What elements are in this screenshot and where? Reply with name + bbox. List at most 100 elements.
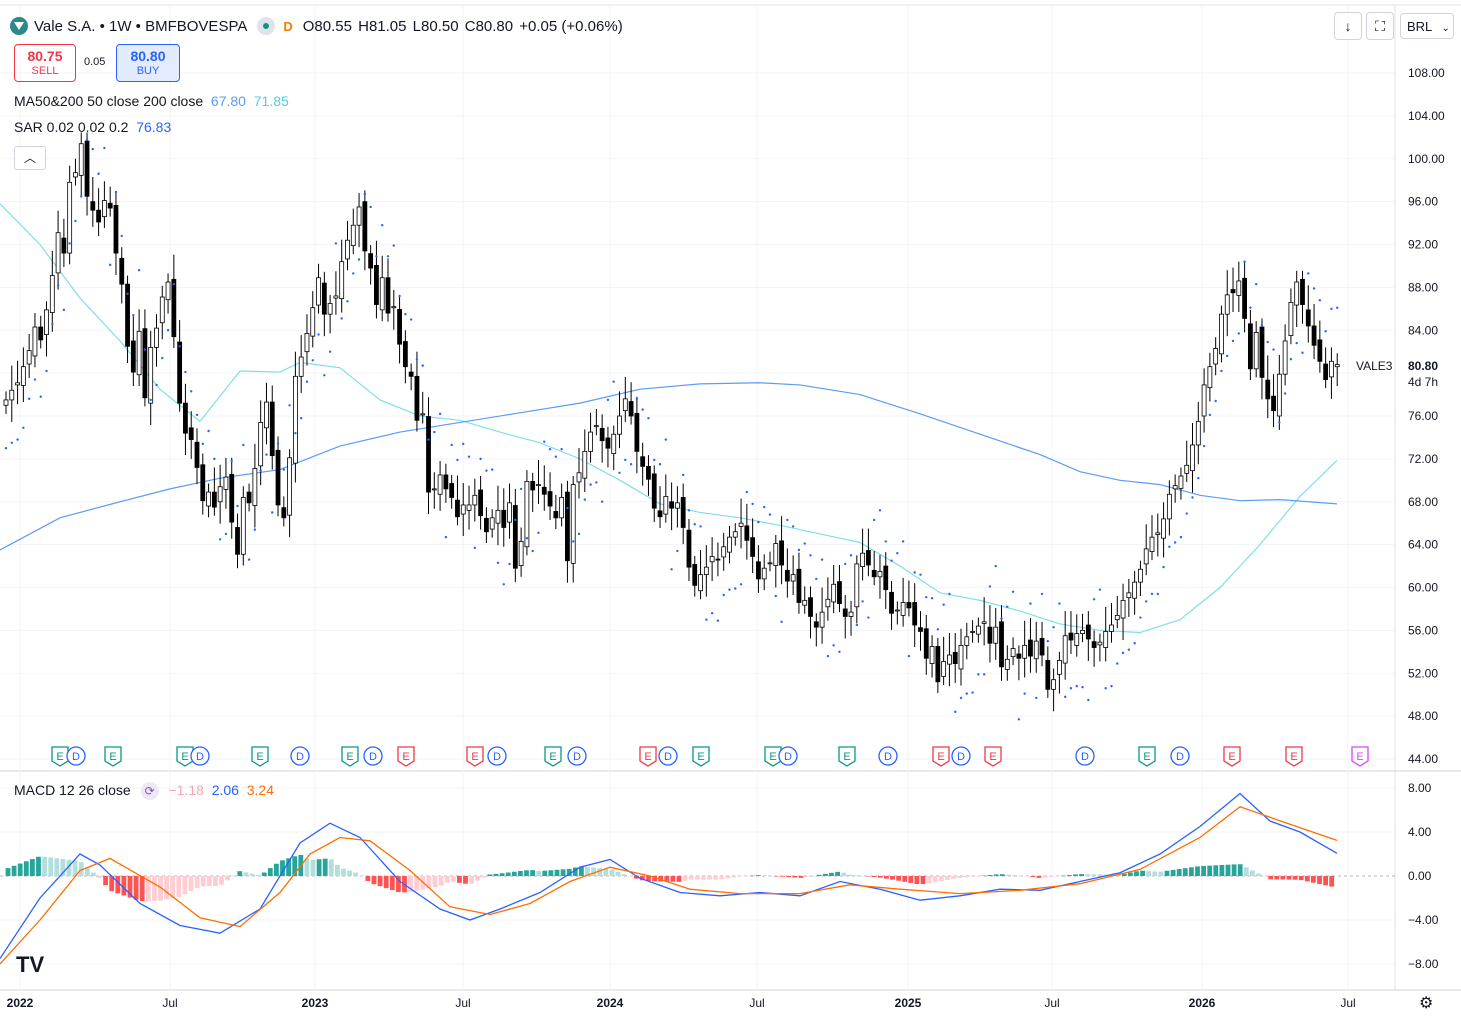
y-tick-label: 48.00 xyxy=(1408,709,1438,723)
earnings-marker xyxy=(397,746,415,767)
sar-dot xyxy=(1185,512,1188,515)
macd-histogram-bar xyxy=(774,876,779,877)
sar-dot xyxy=(1150,592,1154,596)
sar-dot xyxy=(247,558,251,561)
sar-dot xyxy=(369,205,372,209)
buy-button[interactable]: 80.80 BUY xyxy=(116,44,180,82)
candle xyxy=(350,224,356,246)
candle xyxy=(235,527,240,555)
candle xyxy=(316,277,321,306)
candle xyxy=(848,611,854,617)
macd-histogram-bar xyxy=(365,876,371,882)
earnings-marker xyxy=(984,746,1002,767)
sar-dot xyxy=(872,518,876,522)
earnings-marker xyxy=(838,746,856,767)
sar-dot xyxy=(635,397,639,401)
macd-histogram-bar xyxy=(377,876,383,887)
macd-histogram-bar xyxy=(725,876,731,879)
sar-dot xyxy=(936,628,940,631)
candle xyxy=(628,401,634,417)
candle xyxy=(617,415,622,435)
last-price-label: 80.80 xyxy=(1408,359,1439,373)
macd-histogram-bar xyxy=(505,872,511,876)
macd-histogram-bar xyxy=(847,874,853,876)
sar-dot xyxy=(1202,444,1206,448)
sar-legend[interactable]: SAR 0.02 0.02 0.2 76.83 xyxy=(14,119,171,135)
sar-dot xyxy=(190,390,193,393)
collapse-legend-button[interactable]: ︿ xyxy=(14,146,46,170)
settings-gear-icon[interactable]: ⚙ xyxy=(1419,995,1434,1012)
macd-histogram-bar xyxy=(267,868,273,876)
macd-histogram-bar xyxy=(1274,876,1280,880)
last-price-box xyxy=(1398,354,1458,389)
candle xyxy=(292,375,298,464)
macd-histogram-bar xyxy=(1121,873,1127,876)
macd-histogram-bar xyxy=(188,876,194,892)
sar-dot xyxy=(276,442,280,446)
macd-histogram-bar xyxy=(17,863,23,876)
candle xyxy=(796,568,802,603)
candle xyxy=(1329,360,1334,378)
macd-histogram-bar xyxy=(121,876,127,896)
event-marker-label: D xyxy=(1081,751,1089,763)
candle xyxy=(1190,444,1195,472)
sar-dot xyxy=(479,457,482,461)
download-button[interactable]: ↓ xyxy=(1334,12,1362,40)
sar-dot xyxy=(745,490,749,494)
candle xyxy=(15,382,20,386)
sar-dot xyxy=(166,329,170,332)
currency-select[interactable]: BRL ⌄ xyxy=(1400,13,1454,39)
candle xyxy=(570,484,576,564)
sar-dot xyxy=(664,438,668,441)
tradingview-logo[interactable]: TV xyxy=(16,952,45,977)
candle xyxy=(113,204,119,254)
sar-dot xyxy=(74,219,77,223)
earnings-marker xyxy=(251,746,269,767)
macd-histogram-bar xyxy=(1219,865,1225,876)
event-marker-label: E xyxy=(644,751,651,763)
macd-histogram-bar xyxy=(1207,865,1213,876)
sar-dot xyxy=(409,318,413,321)
macd-histogram-bar xyxy=(1311,876,1316,883)
sar-dot xyxy=(1266,340,1269,344)
sar-dot xyxy=(519,487,523,491)
candle xyxy=(588,431,593,452)
sar-dot xyxy=(1272,348,1275,351)
y-tick-label: 64.00 xyxy=(1408,538,1438,552)
macd-histogram-bar xyxy=(1243,867,1249,876)
candle xyxy=(478,489,484,517)
candle xyxy=(512,505,518,569)
sar-dot xyxy=(462,442,465,446)
macd-histogram-bar xyxy=(1067,875,1072,876)
sar-dot xyxy=(780,620,783,623)
macd-histogram-bar xyxy=(322,858,328,876)
x-tick-label: Jul xyxy=(749,996,764,1010)
macd-histogram-bar xyxy=(499,873,505,876)
candle xyxy=(784,569,790,582)
candle xyxy=(1230,289,1236,294)
sar-dot xyxy=(39,395,42,398)
sar-dot xyxy=(438,412,442,416)
sar-dot xyxy=(612,380,615,383)
sar-dot xyxy=(1260,323,1264,327)
sar-dot xyxy=(27,397,31,401)
candle xyxy=(78,143,84,176)
candle xyxy=(1213,348,1219,365)
symbol-title[interactable]: Vale S.A. • 1W • BMFBOVESPA xyxy=(34,17,248,35)
candle xyxy=(130,340,136,373)
sell-button[interactable]: 80.75 SELL xyxy=(14,44,76,82)
ma-legend[interactable]: MA50&200 50 close 200 close 67.80 71.85 xyxy=(14,93,289,109)
macd-legend[interactable]: MACD 12 26 close ⟳ −1.18 2.06 3.24 xyxy=(14,782,274,800)
sar-dot xyxy=(1029,602,1032,605)
macd-histogram-bar xyxy=(1134,871,1139,876)
macd-histogram-bar xyxy=(670,876,676,882)
candle xyxy=(310,307,316,337)
candle xyxy=(206,491,211,507)
candle xyxy=(669,501,675,509)
settings-loop-icon[interactable]: ⟳ xyxy=(140,782,159,800)
macd-histogram-bar xyxy=(450,876,456,882)
macd-histogram-bar xyxy=(694,876,700,880)
macd-histogram-bar xyxy=(908,876,914,883)
fullscreen-button[interactable]: ⛶ xyxy=(1366,12,1394,40)
